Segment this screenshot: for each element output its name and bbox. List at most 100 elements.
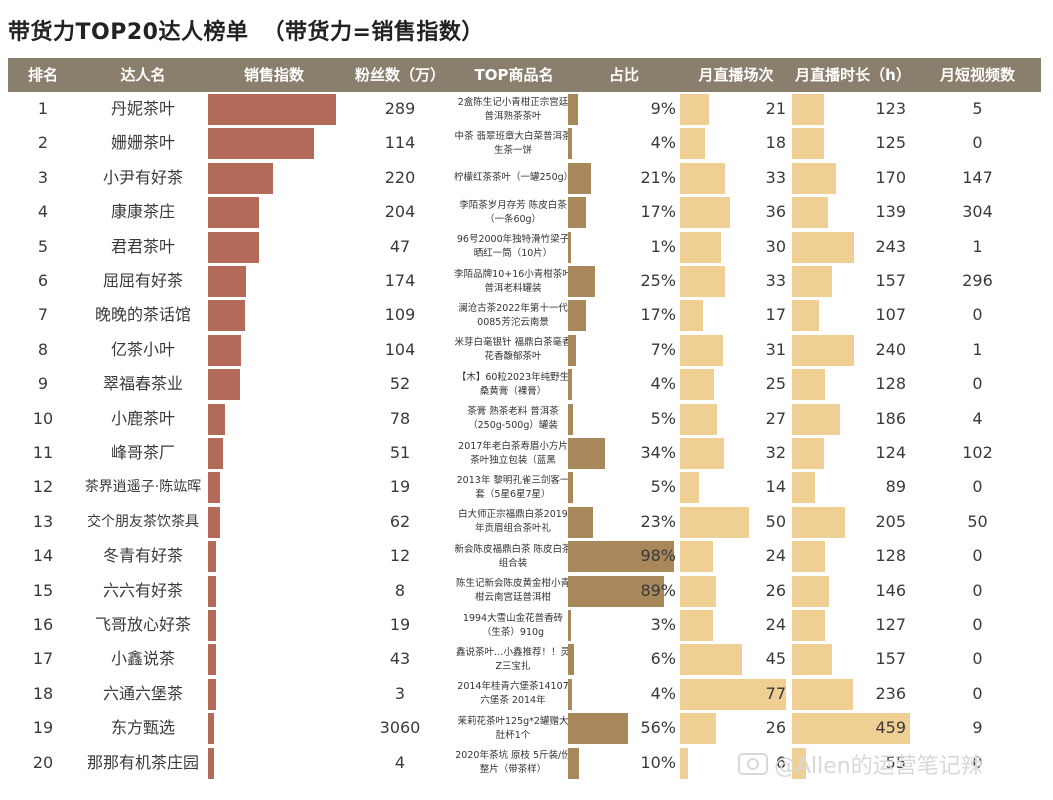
top-product-text: 【木】60粒2023年纯野生桑黄膏（裸膏） <box>456 371 570 397</box>
share-bar <box>568 334 576 366</box>
live-hours-bar <box>792 610 825 641</box>
short-videos-cell: 0 <box>972 546 983 566</box>
live-sessions-value: 36 <box>765 202 786 222</box>
influencer-name: 冬青有好茶 <box>102 546 183 566</box>
share-bar <box>568 472 574 504</box>
live-hours-value: 146 <box>875 580 906 600</box>
watermark: @Allen的运营笔记辣 <box>738 748 983 780</box>
rank-cell: 17 <box>32 649 54 669</box>
share-bar <box>568 231 571 263</box>
table-row: 6 屈屈有好茶 174 李陌品牌10+16小青柑茶叶普洱老料罐装 25% 33 157 296 <box>8 264 1041 298</box>
live-sessions-value: 77 <box>765 683 786 703</box>
top-product-name: 茶膏 熟茶老料 普洱茶（250g-500g）罐装 <box>454 404 572 435</box>
top-product-text: 新会陈皮福鼎白茶 陈皮白茶组合装 <box>454 543 572 569</box>
influencer-name: 小鹿茶叶 <box>110 408 175 428</box>
table-row: 5 君君茶叶 47 96号2000年独特滑竹梁子晒红一筒（10片） 1% 30 243 1 <box>8 230 1041 264</box>
influencer-name: 屈屈有好茶 <box>102 271 183 290</box>
chart-title: 带货力TOP20达人榜单 （带货力=销售指数） <box>8 14 484 46</box>
sales-index-bar <box>208 266 247 297</box>
rank-cell: 18 <box>32 683 54 703</box>
share-value: 4% <box>650 683 676 703</box>
share-value: 9% <box>650 99 676 118</box>
influencer-name: 茶界逍遥子·陈竑晖 <box>84 479 202 496</box>
share-value: 10% <box>640 752 676 772</box>
short-videos-cell: 147 <box>962 167 993 187</box>
top-product-text: 陈生记新会陈皮黄金柑小青柑云南宫廷普洱柑 <box>455 578 570 604</box>
live-sessions-value: 21 <box>765 99 786 118</box>
short-videos-cell: 0 <box>972 133 983 153</box>
live-hours-value: 123 <box>875 99 906 118</box>
share-value: 23% <box>640 511 676 531</box>
live-hours-value: 139 <box>875 202 906 222</box>
share-bar <box>568 403 574 435</box>
live-sessions-bar <box>680 197 730 229</box>
top-product-name: 2014年桂青六堡茶14107六堡茶 2014年 <box>454 679 572 710</box>
top-product-name: 茉莉花茶叶125g*2罐赠大肚杯1个 <box>454 713 572 744</box>
table-row: 13 交个朋友茶饮茶具 62 白大师正宗福鼎白茶2019年贡眉组合茶叶礼 23% 50 20… <box>8 505 1041 539</box>
table-row: 3 小尹有好茶 220 柠檬红茶茶叶（一罐250g） 21% 33 170 147 <box>8 161 1041 195</box>
top-product-text: 2014年桂青六堡茶14107六堡茶 2014年 <box>457 681 569 707</box>
share-value: 5% <box>650 477 676 497</box>
live-hours-bar <box>792 162 836 194</box>
fans-cell: 62 <box>389 511 411 531</box>
share-bar <box>568 575 665 607</box>
rank-cell: 20 <box>32 752 54 772</box>
influencer-name: 亿茶小叶 <box>110 339 175 359</box>
fans-cell: 104 <box>384 339 416 359</box>
live-sessions-bar <box>680 644 742 676</box>
live-sessions-bar <box>680 438 724 469</box>
live-sessions-value: 14 <box>765 477 786 497</box>
rank-cell: 2 <box>37 133 49 153</box>
top-product-name: 新会陈皮福鼎白茶 陈皮白茶组合装 <box>454 541 572 572</box>
live-hours-value: 459 <box>875 718 906 738</box>
live-hours-bar <box>792 747 807 779</box>
top-product-text: 2013年 黎明孔雀三剑客一套（5星6星7星） <box>456 474 570 500</box>
top-product-name: 96号2000年独特滑竹梁子晒红一筒（10片） <box>454 232 572 263</box>
camera-icon <box>738 753 768 775</box>
live-sessions-value: 45 <box>765 649 786 669</box>
rank-cell: 11 <box>32 443 54 462</box>
sales-index-bar <box>208 506 220 538</box>
sales-index-bar <box>208 541 216 573</box>
live-sessions-value: 26 <box>765 718 786 738</box>
top-product-text: 96号2000年独特滑竹梁子晒红一筒（10片） <box>456 234 570 260</box>
rank-cell: 5 <box>37 236 49 256</box>
live-hours-value: 186 <box>875 408 906 428</box>
fans-cell: 289 <box>384 99 416 118</box>
share-bar <box>568 128 573 160</box>
live-sessions-bar <box>680 266 726 297</box>
share-value: 21% <box>640 167 676 187</box>
top-product-name: 澜沧古茶2022年第十一代0085芳沱云南景 <box>454 300 572 331</box>
sales-index-bar <box>208 197 260 229</box>
fans-cell: 220 <box>384 167 416 187</box>
fans-cell: 43 <box>389 649 411 669</box>
influencer-name: 君君茶叶 <box>110 236 175 256</box>
table-row: 14 冬青有好茶 12 新会陈皮福鼎白茶 陈皮白茶组合装 98% 24 128 0 <box>8 539 1041 573</box>
live-sessions-value: 33 <box>765 167 786 187</box>
top-product-text: 柠檬红茶茶叶（一罐250g） <box>454 172 572 184</box>
rank-cell: 7 <box>37 305 49 325</box>
share-bar <box>568 197 587 229</box>
rank-cell: 4 <box>37 202 49 222</box>
live-sessions-value: 18 <box>765 133 786 153</box>
sales-index-bar <box>208 472 220 504</box>
share-bar <box>568 300 587 332</box>
table-row: 2 姗姗茶叶 114 中茶 翡翠班章大白菜普洱茶 生茶一饼 4% 18 125 0 <box>8 126 1041 160</box>
short-videos-cell: 0 <box>972 649 983 669</box>
short-videos-cell: 0 <box>972 615 983 634</box>
short-videos-cell: 1 <box>972 236 983 256</box>
top-product-name: 2020年茶坑 原枝 5斤装/份 整片（带茶样） <box>454 748 572 779</box>
top-product-name: 【木】60粒2023年纯野生桑黄膏（裸膏） <box>454 369 572 400</box>
sales-index-bar <box>208 438 224 469</box>
live-sessions-bar <box>680 713 716 745</box>
live-sessions-value: 24 <box>765 546 786 566</box>
short-videos-cell: 9 <box>972 718 983 738</box>
short-videos-cell: 304 <box>962 202 993 222</box>
live-sessions-value: 50 <box>765 511 786 531</box>
live-hours-bar <box>792 541 825 573</box>
top-product-name: 2013年 黎明孔雀三剑客一套（5星6星7星） <box>454 472 572 503</box>
fans-cell: 19 <box>389 615 411 634</box>
live-hours-bar <box>792 197 828 229</box>
influencer-name: 晚晚的茶话馆 <box>94 305 191 325</box>
watermark-text: @Allen的运营笔记辣 <box>774 754 983 779</box>
